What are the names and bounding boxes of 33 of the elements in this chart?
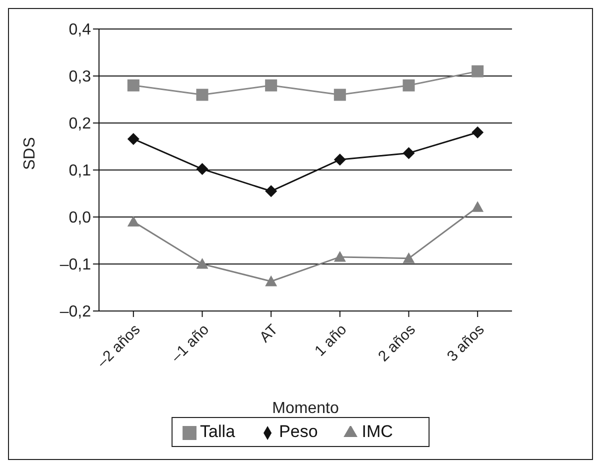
y-tick-label: 0,2 [68, 116, 92, 133]
point [334, 88, 346, 101]
x-tick-label: AT [256, 321, 282, 346]
point [265, 79, 278, 92]
y-tick-label: –0,2 [60, 304, 92, 321]
point [265, 275, 278, 286]
point [127, 79, 140, 92]
point [402, 79, 415, 92]
y-tick-label: 0,4 [68, 22, 92, 39]
point [196, 88, 208, 101]
point [265, 185, 278, 198]
y-tick-label: 0,1 [68, 162, 92, 180]
y-axis-title: SDS [22, 137, 39, 170]
point [196, 163, 208, 176]
point [472, 126, 484, 138]
point [402, 252, 415, 264]
point [334, 250, 346, 262]
point [334, 154, 346, 166]
point [472, 65, 484, 78]
y-tick-label: 0,0 [68, 210, 92, 227]
point [402, 147, 415, 160]
point [127, 132, 140, 145]
legend-label: Talla [200, 422, 236, 441]
y-tick-label: –0,1 [60, 256, 92, 274]
x-tick-label: –1 año [168, 321, 212, 366]
point [127, 216, 140, 226]
point [472, 201, 484, 212]
legend-label: IMC [362, 422, 393, 441]
x-axis-title: Momento [272, 400, 339, 417]
y-tick-label: 0,3 [68, 68, 92, 86]
point [196, 258, 208, 269]
x-tick-label: 1 año [312, 321, 350, 360]
legend-label: Peso [279, 422, 318, 441]
